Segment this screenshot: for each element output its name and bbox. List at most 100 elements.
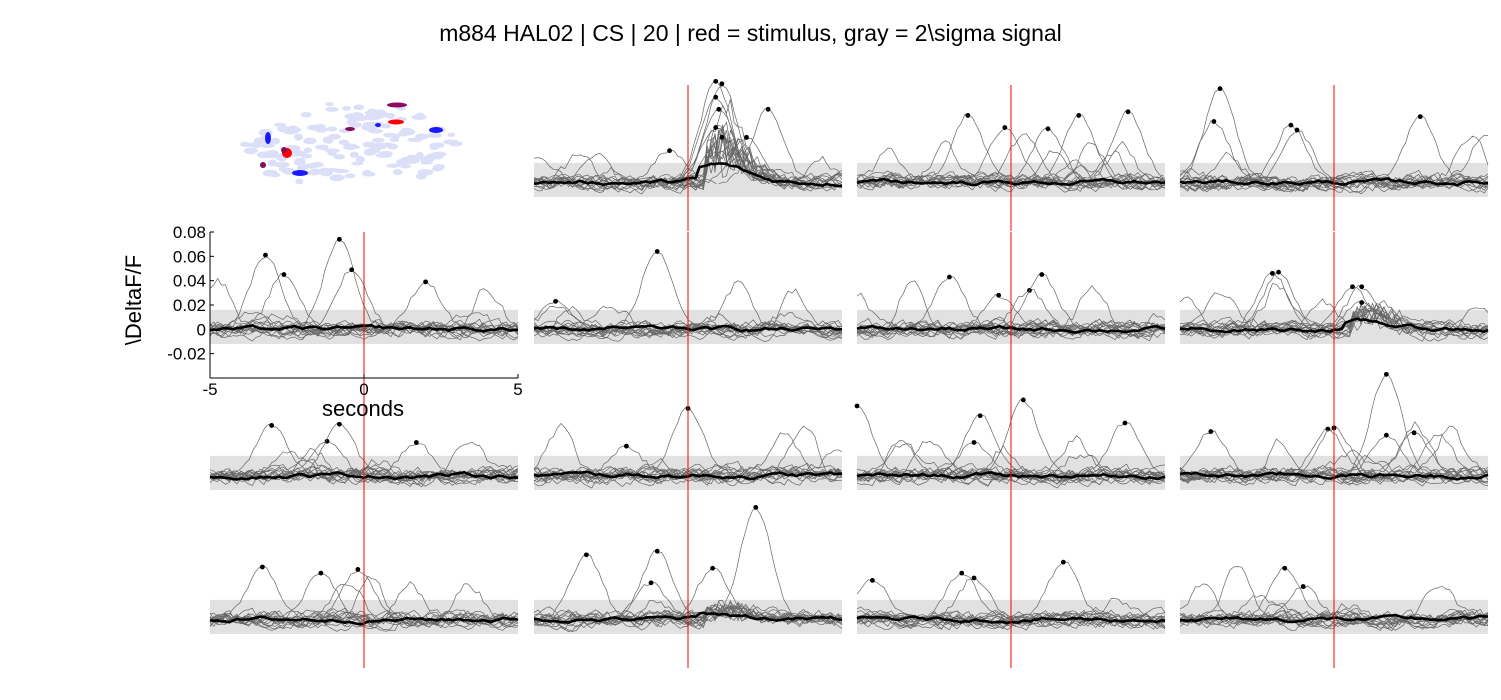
peak-marker [719, 81, 725, 87]
peak-marker [269, 423, 274, 428]
peak-marker [965, 113, 971, 118]
peak-marker [1060, 559, 1066, 565]
roi-cell [349, 151, 359, 158]
panel-r3-c0 [209, 522, 519, 668]
peak-marker [971, 575, 977, 581]
peak-marker [413, 440, 419, 445]
panel-r2-c3 [1179, 371, 1489, 524]
roi-cell [293, 159, 306, 166]
roi-cell [386, 163, 401, 168]
peak-marker [1294, 127, 1300, 133]
trace-panels [209, 78, 1489, 668]
roi-cell [418, 171, 431, 176]
panel-r3-c1 [533, 505, 843, 668]
reference-axes: 0.08 0.06 0.04 0.02 0 -0.02 -5 0 5 [167, 223, 522, 399]
peak-marker [281, 272, 287, 277]
roi-cell [392, 133, 401, 139]
roi-cell [295, 178, 304, 185]
peak-marker [1288, 122, 1294, 128]
roi-cell [325, 101, 334, 107]
roi-cell [362, 169, 372, 177]
peak-marker [1359, 284, 1365, 290]
peak-marker [1208, 429, 1214, 434]
peak-marker [1002, 125, 1008, 130]
peak-marker [854, 403, 860, 409]
peak-marker [947, 274, 952, 280]
roi-cell [426, 132, 442, 139]
peak-marker [583, 552, 589, 558]
roi-cell [294, 133, 303, 141]
figure-title: m884 HAL02 | CS | 20 | red = stimulus, g… [439, 20, 1062, 46]
roi-highlight [429, 127, 443, 133]
peak-marker [263, 252, 268, 258]
panel-r1-c1 [533, 232, 843, 378]
roi-highlight [260, 162, 266, 168]
peak-marker [710, 565, 716, 571]
roi-highlight [345, 127, 355, 131]
panel-r0-c3 [1179, 85, 1489, 231]
panel-r0-c2 [856, 85, 1166, 231]
roi-cell [296, 165, 308, 172]
trial-trace [1179, 88, 1269, 183]
roi-cell [322, 136, 332, 144]
roi-cell [305, 169, 321, 176]
peak-marker [1411, 430, 1417, 436]
panel-r2-c2 [854, 378, 1166, 524]
peak-marker [1359, 300, 1365, 305]
y-tick-label: 0 [197, 320, 206, 339]
trial-trace [1075, 422, 1165, 477]
peak-marker [1076, 113, 1082, 118]
roi-highlight [375, 123, 381, 127]
roi-cell [372, 137, 385, 143]
roi-cell [449, 140, 463, 147]
trial-trace [697, 137, 794, 184]
peak-marker [765, 106, 771, 112]
peak-marker [1039, 272, 1045, 277]
peak-marker [1217, 86, 1223, 92]
peak-marker [318, 570, 324, 576]
y-tick-label: 0.02 [173, 296, 206, 315]
roi-highlight [265, 132, 271, 144]
peak-marker [654, 548, 660, 554]
peak-marker [1383, 432, 1389, 438]
panel-r1-c0 [209, 232, 519, 378]
roi-cell [338, 139, 349, 145]
peak-marker [971, 440, 977, 445]
trial-trace [216, 256, 313, 332]
roi-cell [301, 153, 313, 159]
peak-marker [744, 134, 749, 140]
peak-marker [977, 413, 983, 419]
roi-cell [407, 137, 423, 142]
roi-cell [447, 132, 456, 138]
roi-cell [385, 142, 395, 148]
peak-marker [648, 580, 654, 586]
peak-marker [716, 106, 722, 112]
trial-trace [672, 85, 770, 185]
roi-cell [353, 104, 365, 111]
roi-cell [392, 169, 403, 176]
roi-cell [342, 105, 352, 111]
roi-cell [343, 143, 358, 151]
roi-cell [277, 125, 290, 133]
roi-cell [319, 169, 333, 177]
peak-marker [1383, 371, 1389, 377]
y-tick-label: 0.04 [173, 272, 206, 291]
peak-marker [349, 267, 355, 273]
roi-highlight [387, 102, 407, 108]
peak-marker [1417, 114, 1423, 120]
x-axis-label: seconds [322, 396, 404, 421]
roi-cell [376, 111, 390, 118]
roi-cell [240, 141, 251, 147]
peak-marker [1270, 270, 1275, 276]
peak-marker [719, 134, 725, 140]
roi-cell [378, 150, 394, 157]
peak-marker [423, 279, 428, 285]
peak-marker [624, 443, 629, 449]
roi-cell [265, 153, 279, 159]
peak-marker [1122, 420, 1128, 426]
x-tick-label: 0 [359, 380, 368, 399]
roi-cell [273, 122, 287, 128]
peak-marker [324, 438, 330, 444]
peak-marker [667, 148, 672, 154]
